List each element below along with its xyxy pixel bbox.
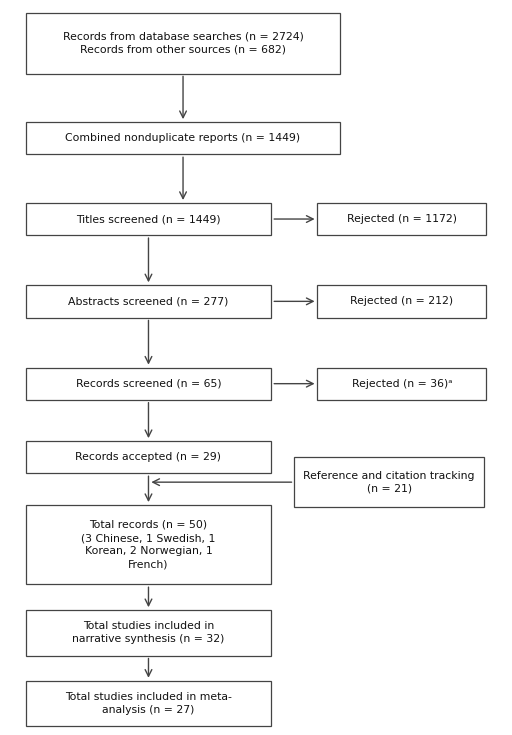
Text: Rejected (n = 212): Rejected (n = 212) xyxy=(350,296,454,306)
Text: Total studies included in
narrative synthesis (n = 32): Total studies included in narrative synt… xyxy=(72,621,225,645)
FancyBboxPatch shape xyxy=(26,203,271,235)
Text: Total records (n = 50)
(3 Chinese, 1 Swedish, 1
Korean, 2 Norwegian, 1
French): Total records (n = 50) (3 Chinese, 1 Swe… xyxy=(81,520,216,570)
FancyBboxPatch shape xyxy=(26,681,271,726)
FancyBboxPatch shape xyxy=(26,441,271,473)
FancyBboxPatch shape xyxy=(317,368,486,400)
Text: Records accepted (n = 29): Records accepted (n = 29) xyxy=(75,452,222,462)
FancyBboxPatch shape xyxy=(26,285,271,318)
FancyBboxPatch shape xyxy=(317,203,486,235)
Text: Combined nonduplicate reports (n = 1449): Combined nonduplicate reports (n = 1449) xyxy=(66,133,301,143)
FancyBboxPatch shape xyxy=(26,368,271,400)
FancyBboxPatch shape xyxy=(26,122,340,154)
Text: Rejected (n = 1172): Rejected (n = 1172) xyxy=(347,214,457,224)
Text: Abstracts screened (n = 277): Abstracts screened (n = 277) xyxy=(68,296,229,306)
FancyBboxPatch shape xyxy=(26,505,271,584)
Text: Reference and citation tracking
(n = 21): Reference and citation tracking (n = 21) xyxy=(304,470,475,494)
Text: Records screened (n = 65): Records screened (n = 65) xyxy=(76,379,221,389)
FancyBboxPatch shape xyxy=(294,457,484,507)
FancyBboxPatch shape xyxy=(317,285,486,318)
Text: Rejected (n = 36)ᵃ: Rejected (n = 36)ᵃ xyxy=(352,379,452,389)
Text: Total studies included in meta-
analysis (n = 27): Total studies included in meta- analysis… xyxy=(65,692,232,715)
FancyBboxPatch shape xyxy=(26,13,340,74)
FancyBboxPatch shape xyxy=(26,610,271,656)
Text: Records from database searches (n = 2724)
Records from other sources (n = 682): Records from database searches (n = 2724… xyxy=(62,32,304,55)
Text: Titles screened (n = 1449): Titles screened (n = 1449) xyxy=(76,214,221,224)
